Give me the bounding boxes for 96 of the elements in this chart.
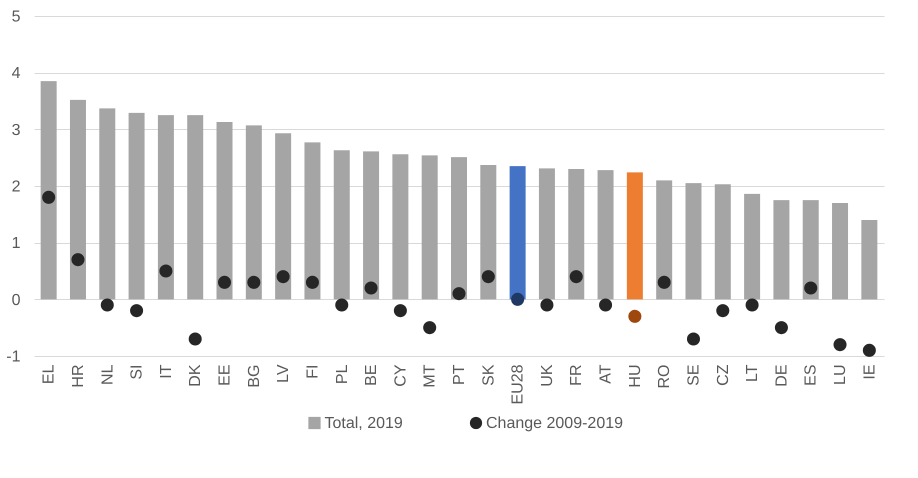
x-tick-label: UK <box>538 364 556 387</box>
point <box>804 281 818 295</box>
legend-label: Total, 2019 <box>324 415 403 432</box>
x-tick-label: EL <box>40 364 58 384</box>
x-tick-label: EE <box>216 364 234 386</box>
bar <box>685 183 702 300</box>
bar <box>275 133 292 300</box>
x-tick-label: PT <box>451 364 468 385</box>
x-tick-label: AT <box>598 364 615 384</box>
bar <box>626 172 643 300</box>
point <box>247 276 260 289</box>
point <box>100 298 114 312</box>
y-tick-label: 1 <box>12 235 21 252</box>
bar <box>480 165 496 300</box>
x-tick-label: BE <box>363 364 380 386</box>
bar <box>802 200 819 300</box>
y-tick-label: 0 <box>12 292 21 309</box>
point <box>276 270 290 284</box>
bar <box>773 200 790 300</box>
point <box>686 332 700 346</box>
x-tick-label: DK <box>187 364 204 387</box>
point <box>482 270 495 284</box>
legend-label: Change 2009-2019 <box>486 415 624 432</box>
point <box>159 264 172 278</box>
y-tick-label: -1 <box>6 348 21 366</box>
bar <box>40 81 57 300</box>
bar <box>714 184 731 300</box>
y-tick-label: 5 <box>12 8 21 26</box>
point <box>746 298 759 312</box>
x-tick-label: LT <box>744 364 762 382</box>
x-tick-label: SI <box>128 364 146 380</box>
bar <box>70 100 86 300</box>
bar <box>128 112 145 300</box>
bar <box>304 142 320 300</box>
bar <box>861 220 878 300</box>
x-tick-label: DE <box>773 364 790 387</box>
x-tick-label: PL <box>334 364 351 384</box>
y-tick-label: 2 <box>12 178 21 196</box>
bar <box>363 151 380 300</box>
bar <box>598 170 614 300</box>
bar <box>422 155 438 300</box>
point <box>862 344 876 357</box>
y-tick-label: 3 <box>12 122 21 139</box>
point <box>335 298 348 312</box>
point <box>394 304 407 318</box>
bar <box>216 122 233 300</box>
x-tick-label: EU28 <box>510 364 527 405</box>
x-tick-label: LV <box>275 364 292 383</box>
bar <box>538 168 555 300</box>
bar <box>392 154 408 300</box>
bar <box>334 150 350 300</box>
x-tick-label: RO <box>656 364 674 388</box>
x-tick-label: NL <box>99 364 116 385</box>
point <box>306 276 319 289</box>
bar <box>187 115 204 300</box>
bar <box>451 157 467 300</box>
point <box>188 332 202 346</box>
x-tick-label: CY <box>392 364 410 387</box>
y-tick-label: 4 <box>12 65 21 82</box>
point <box>716 304 730 318</box>
bar <box>99 108 116 300</box>
bar <box>744 194 760 300</box>
bar <box>246 125 262 300</box>
x-tick-label: HU <box>626 364 644 388</box>
bar <box>158 115 174 300</box>
x-tick-label: FI <box>304 364 322 379</box>
x-tick-label: BG <box>246 364 263 388</box>
point <box>423 321 436 334</box>
point <box>452 287 466 300</box>
x-tick-label: MT <box>422 364 439 388</box>
x-tick-label: CZ <box>714 364 732 386</box>
point <box>628 310 642 323</box>
x-tick-label: HR <box>70 364 87 388</box>
point <box>570 270 583 284</box>
x-tick-label: SK <box>480 364 498 386</box>
point <box>658 276 671 289</box>
x-tick-label: ES <box>802 364 820 386</box>
point <box>599 298 612 312</box>
point <box>540 298 554 312</box>
point <box>71 253 84 266</box>
x-tick-label: IE <box>861 364 878 380</box>
bar <box>656 180 672 300</box>
x-tick-label: SE <box>685 364 702 386</box>
x-tick-label: LU <box>832 364 850 385</box>
bar <box>568 169 584 300</box>
point <box>511 292 524 306</box>
point <box>42 190 56 204</box>
point <box>834 338 847 352</box>
x-tick-label: FR <box>568 364 586 386</box>
point <box>364 281 378 295</box>
point <box>130 304 144 318</box>
point <box>218 276 232 289</box>
bar <box>510 166 526 300</box>
point <box>774 321 788 334</box>
bar <box>832 203 848 300</box>
x-tick-label: IT <box>158 364 175 379</box>
